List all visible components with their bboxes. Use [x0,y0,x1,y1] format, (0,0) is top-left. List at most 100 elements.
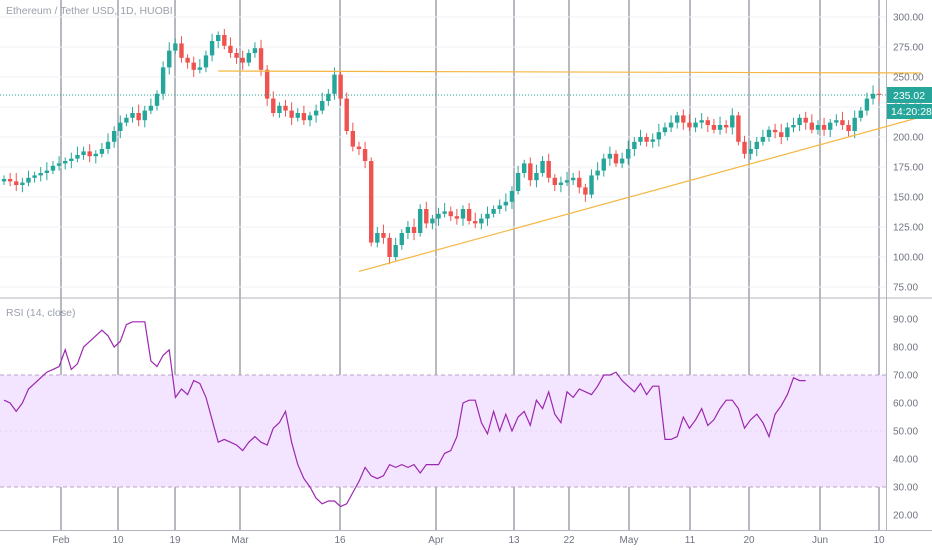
candlestick [69,152,74,169]
resistance-trendline[interactable] [218,70,922,74]
candlestick [436,207,441,226]
candlestick [326,89,331,106]
candle-body [228,45,233,53]
candlestick [723,120,729,134]
candlestick [607,146,613,166]
candle-body [179,43,184,58]
last-price-badge: 235.02 [887,86,932,103]
candle-body [111,131,117,142]
candle-body [870,93,876,99]
candlestick [705,116,710,133]
candle-body [730,115,735,128]
candle-body [876,93,882,95]
candlestick [332,67,337,100]
price-axis-tick-label: 300.00 [893,13,924,24]
label-layer: Ethereum / Tether USD, 1D, HUOBI RSI (14… [6,5,173,319]
candle-body [399,233,404,245]
candle-body [154,93,160,106]
candlestick [515,165,521,195]
candle-body [417,209,423,233]
candle-body [209,41,215,56]
support-trendline[interactable] [358,116,922,272]
candlestick [754,137,759,157]
candlestick [699,113,704,129]
candle-body [424,209,429,224]
candlestick [356,141,362,155]
candle-body [307,115,313,121]
candle-body [558,182,564,185]
candlestick [650,133,655,148]
rsi-line [3,321,806,508]
candlestick [7,173,13,187]
candle-body [785,127,790,137]
candlestick [791,117,796,133]
candle-body [515,173,521,191]
candlestick [252,42,258,58]
price-pane-title: Ethereum / Tether USD, 1D, HUOBI [6,5,173,17]
candle-body [473,221,478,224]
candlestick [203,50,209,73]
candle-body [601,158,606,171]
candle-body [436,213,441,219]
candlestick [534,164,539,188]
candle-body [99,149,105,154]
candlestick [491,205,496,218]
candle-body [258,48,264,70]
candle-body [44,170,50,173]
candle-body [583,187,588,195]
candle-body [332,74,337,94]
candle-body [191,62,196,70]
trendline-layer [0,70,922,272]
candle-body [699,120,704,123]
last-price-value: 235.02 [893,90,925,102]
candle-body [491,209,496,214]
rsi-axis-tick-label: 20.00 [893,511,918,522]
candlestick [736,111,741,146]
candle-body [295,113,300,118]
candle-body [148,105,154,111]
candlestick [130,107,135,123]
candle-body [497,205,502,209]
candlestick [662,122,668,136]
candlestick [779,123,784,145]
candlestick [473,212,478,229]
candle-body [828,122,833,130]
rsi-axis-tick-label: 90.00 [893,315,918,326]
candlestick [399,229,404,250]
candlestick [503,193,509,212]
candle-body [411,227,417,233]
candle-body [32,175,37,178]
candle-body [448,211,453,217]
rsi-overbought-oversold-band [0,375,886,487]
candle-body [840,120,845,125]
candle-body [479,218,484,224]
candle-body [234,53,239,58]
candle-body [283,105,288,111]
candle-body [748,149,753,154]
candlestick [638,129,643,146]
candlestick [222,29,227,50]
candle-body [369,161,374,243]
candlestick [828,119,833,137]
candle-body [675,115,680,123]
candle-body [313,110,319,116]
price-axis-tick-label: 125.00 [893,223,924,234]
price-axis-tick-label: 75.00 [893,283,918,294]
candle-body [124,117,129,123]
candle-body [638,137,643,142]
candle-body [595,170,600,176]
candlestick [430,215,435,230]
time-axis-tick-label: 10 [112,535,124,546]
candlestick [448,206,453,221]
countdown-badge-bg [887,103,932,119]
candlestick [142,105,147,128]
price-axis-tick-label: 250.00 [893,73,924,84]
candlestick [99,143,105,158]
candlestick [154,90,160,111]
time-axis-tick-label: 19 [169,535,181,546]
candlestick [124,114,129,127]
candle-body [705,120,710,125]
candlestick [344,92,349,135]
candle-body [772,129,778,133]
